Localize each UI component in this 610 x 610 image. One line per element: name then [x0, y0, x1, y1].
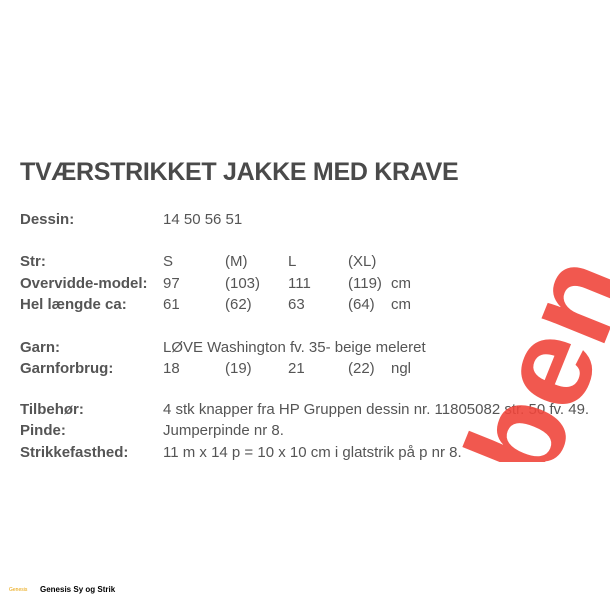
unit: cm [391, 296, 411, 313]
cell: S [163, 253, 174, 270]
footer-name: Genesis Sy og Strik [40, 585, 116, 594]
cell: (62) [225, 296, 252, 313]
row-label: Hel længde ca: [20, 296, 127, 313]
cell: (M) [225, 253, 248, 270]
row-value: 4 stk knapper fra HP Gruppen dessin nr. … [163, 401, 590, 418]
cell: 61 [163, 296, 180, 313]
row-label: Overvidde-model: [20, 275, 148, 292]
cell: (103) [225, 275, 261, 292]
row-value: 14 50 56 51 [163, 211, 243, 228]
row-label: Tilbehør: [20, 401, 84, 418]
row-label: Strikkefasthed: [20, 444, 129, 461]
row-label: Dessin: [20, 211, 75, 228]
cell: 63 [288, 296, 305, 313]
unit: ngl [391, 360, 412, 377]
row-label: Str: [20, 253, 46, 270]
row-value: 11 m x 14 p = 10 x 10 cm i glatstrik på … [163, 444, 462, 461]
cell: (22) [348, 360, 375, 377]
cell: 18 [163, 360, 180, 377]
row-value: LØVE Washington fv. 35- beige meleret [163, 339, 426, 356]
cell: 97 [163, 275, 180, 292]
footer-logo: Genesis [9, 587, 28, 593]
row-label: Garn: [20, 339, 61, 356]
cell: L [288, 253, 297, 270]
cell: 111 [288, 275, 311, 292]
row-value: Jumperpinde nr 8. [163, 422, 284, 439]
watermark: ben [438, 236, 610, 501]
row-label: Pinde: [20, 422, 66, 439]
cell: (XL) [348, 253, 377, 270]
cell: (64) [348, 296, 375, 313]
cell: 21 [288, 360, 305, 377]
cell: (19) [225, 360, 252, 377]
row-label: Garnforbrug: [20, 360, 114, 377]
unit: cm [391, 275, 411, 292]
cell: (119) [348, 275, 382, 292]
title: TVÆRSTRIKKET JAKKE MED KRAVE [20, 158, 459, 186]
